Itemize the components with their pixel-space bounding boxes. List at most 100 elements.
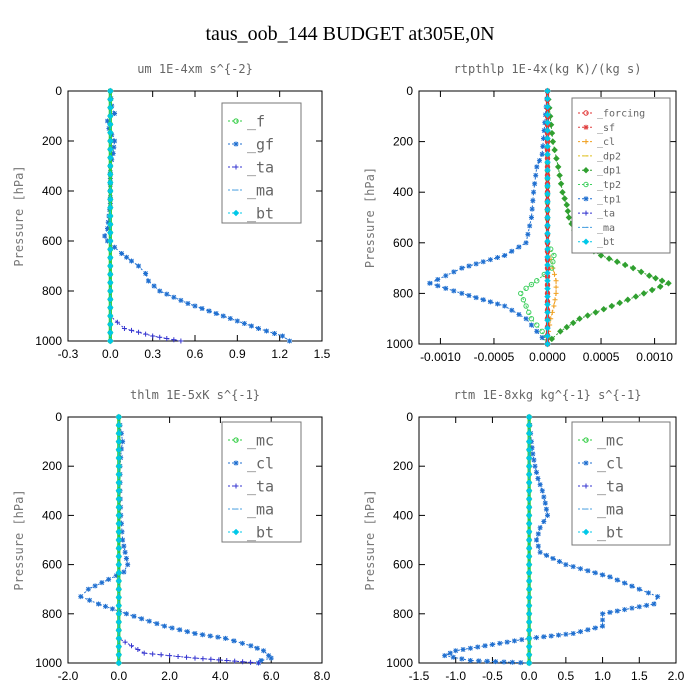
series-bt (525, 413, 533, 667)
series-ta (107, 88, 184, 344)
legend-item: _ma (228, 181, 274, 199)
data-point (99, 580, 105, 586)
data-point (171, 294, 177, 300)
legend-marker (583, 181, 589, 188)
legend-item: _cl (578, 454, 624, 472)
legend-label: _dp1 (597, 166, 621, 177)
y-axis-label: Pressure [hPa] (12, 165, 26, 266)
data-point (511, 638, 517, 644)
data-point (541, 634, 547, 640)
data-point (261, 648, 267, 654)
data-point (544, 245, 551, 253)
data-point (459, 656, 465, 662)
legend-item: _tp2 (578, 180, 621, 191)
data-point (537, 525, 543, 531)
data-point (192, 655, 198, 661)
data-point (115, 446, 123, 454)
data-point (551, 252, 557, 259)
y-tick-label: 800 (42, 607, 62, 621)
data-point (651, 601, 657, 607)
data-point (541, 128, 547, 134)
data-point (107, 229, 114, 236)
legend-label: _mc (247, 431, 274, 449)
data-point (570, 630, 576, 636)
data-point (453, 648, 459, 654)
data-point (525, 561, 533, 568)
panel-title: rtm 1E-8xkg kg^{-1} s^{-1} (454, 388, 642, 402)
data-point (554, 163, 562, 171)
data-point (115, 585, 123, 593)
data-point (544, 182, 551, 190)
data-point (544, 198, 551, 205)
data-point (523, 316, 529, 322)
y-tick-label: 1000 (386, 337, 413, 351)
y-tick-label: 200 (393, 135, 413, 149)
y-tick-label: 200 (393, 459, 413, 473)
data-point (622, 607, 628, 613)
legend-marker (233, 483, 239, 489)
data-point (534, 322, 540, 328)
data-point (115, 651, 123, 659)
data-point (106, 576, 112, 582)
y-tick-label: 600 (393, 236, 413, 250)
data-point (534, 278, 540, 284)
y-tick-label: 200 (42, 459, 62, 473)
data-point (192, 303, 198, 309)
data-point (544, 158, 551, 166)
y-tick-label: 1000 (35, 334, 62, 348)
data-point (135, 646, 141, 652)
data-point (115, 528, 123, 536)
data-point (107, 121, 114, 128)
data-point (206, 308, 212, 314)
data-point (665, 280, 672, 287)
data-point (115, 536, 123, 544)
y-tick-label: 800 (42, 284, 62, 298)
x-tick-label: 0.0 (102, 347, 119, 361)
data-point (525, 512, 533, 519)
data-point (544, 206, 551, 213)
data-point (115, 487, 123, 495)
data-point (164, 336, 170, 341)
data-point (525, 471, 533, 478)
data-point (111, 144, 117, 150)
data-point (115, 626, 123, 634)
y-tick-label: 0 (55, 84, 62, 98)
data-point (525, 553, 533, 560)
data-point (523, 303, 529, 309)
data-point (509, 248, 515, 254)
data-point (525, 487, 533, 495)
legend-label: _f (247, 112, 265, 130)
figure-title: taus_oob_144 BUDGET at305E,0N (205, 23, 494, 45)
data-point (629, 605, 635, 611)
y-tick-label: 600 (42, 234, 62, 248)
data-point (528, 281, 535, 288)
legend-item: _gf (228, 135, 274, 153)
data-point (466, 263, 472, 269)
data-point (544, 332, 551, 340)
y-tick-label: 400 (42, 184, 62, 198)
data-point (115, 479, 123, 486)
data-point (484, 658, 490, 664)
data-point (215, 634, 221, 640)
data-point (518, 660, 524, 666)
data-point (600, 572, 606, 578)
panel-title: thlm 1E-5xK s^{-1} (130, 388, 260, 402)
data-point (263, 328, 269, 334)
x-tick-label: 0.0000 (529, 350, 566, 364)
legend-item: _cl (228, 454, 274, 472)
y-tick-label: 0 (55, 410, 62, 424)
y-tick-label: 0 (406, 84, 413, 98)
data-point (112, 111, 118, 116)
data-point (271, 331, 277, 336)
data-point (531, 189, 537, 195)
data-point (544, 230, 551, 237)
x-tick-label: 0.0005 (583, 350, 620, 364)
data-point (115, 610, 123, 618)
data-point (115, 421, 123, 429)
data-point (544, 111, 551, 118)
data-point (528, 322, 534, 328)
legend-label: _ta (247, 158, 274, 176)
data-point (525, 610, 533, 618)
data-point (548, 633, 554, 639)
data-point (525, 231, 531, 237)
